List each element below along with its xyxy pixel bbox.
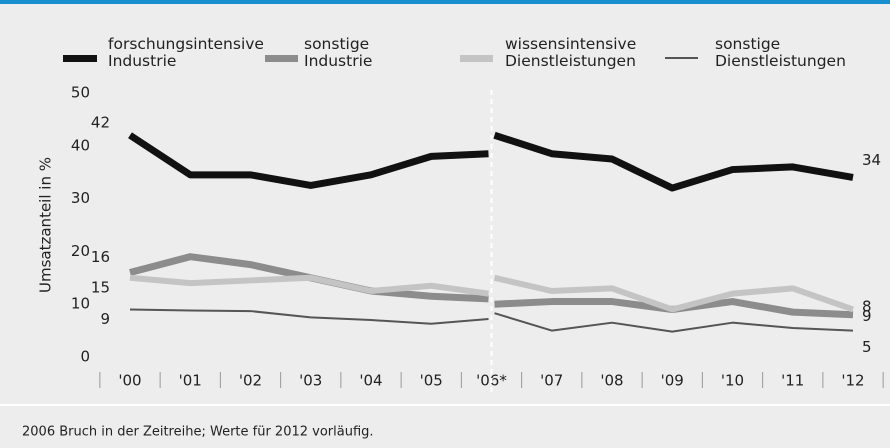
legend-label: sonstige Dienstleistungen [715,35,846,70]
series-line [128,132,489,189]
data-label: 42 [91,114,110,132]
y-tick-label: 40 [71,136,90,154]
x-tick-label: '08 [600,372,623,390]
x-tick-label: '03 [299,372,322,390]
series-line [129,308,489,325]
legend-swatch [63,55,97,62]
top-rule [0,0,890,4]
series-line [493,274,854,313]
x-tick-label: '07 [540,372,563,390]
x-tick-label: '05 [420,372,443,390]
legend-label: wissensintensive Dienstleistungen [505,35,637,70]
legend-swatch [265,55,298,62]
x-tick-label: '00 [118,372,141,390]
legend-swatch [460,55,493,62]
x-tick-label: '11 [781,372,804,390]
y-axis-label: Umsatzanteil in % [37,157,55,293]
x-tick-label: '09 [661,372,684,390]
series-line [129,274,489,297]
data-label: 34 [862,151,881,169]
y-tick-label: 20 [71,242,90,260]
x-tick-label: '02 [239,372,262,390]
legend-label: forschungsintensive Industrie [108,35,264,70]
data-label: 15 [91,278,110,296]
y-tick-label: 50 [71,84,90,102]
data-label: 8 [862,297,872,315]
x-tick-label: '10 [721,372,744,390]
series-line [493,131,854,192]
data-label: 9 [862,307,872,325]
y-tick-label: 10 [71,295,90,313]
y-tick-label: 0 [80,348,90,366]
x-tick-label: '01 [179,372,202,390]
legend-label: sonstige Industrie [304,35,373,70]
data-label: 16 [91,248,110,266]
x-tick-label: '04 [359,372,382,390]
series-line [494,312,854,333]
legend-swatch [665,57,698,59]
data-label: 9 [100,310,110,328]
footnote: 2006 Bruch in der Zeitreihe; Werte für 2… [22,425,374,440]
y-tick-label: 30 [71,189,90,207]
data-label: 5 [862,338,872,356]
x-tick-label: '12 [841,372,864,390]
